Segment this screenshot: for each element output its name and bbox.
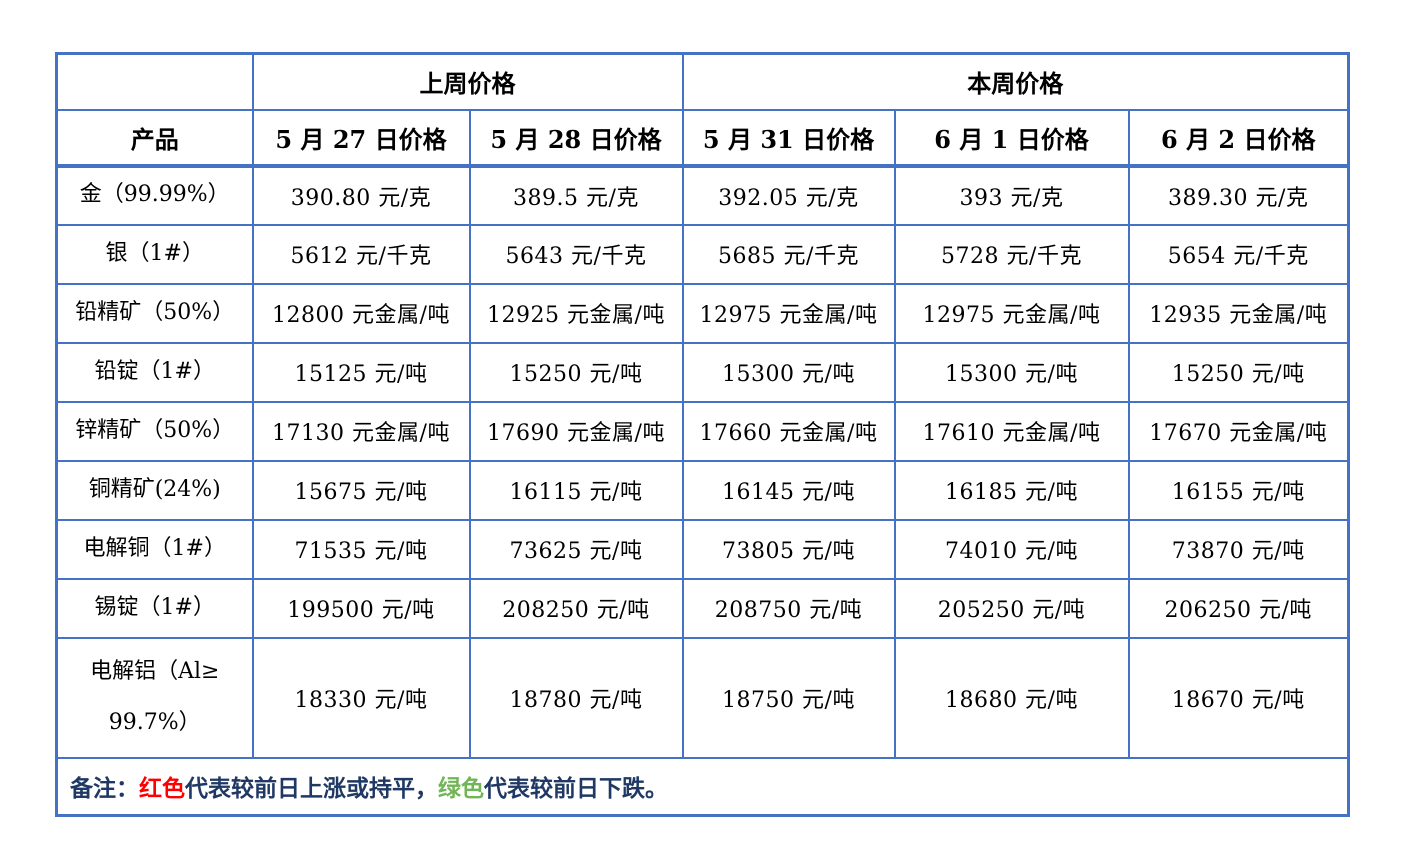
price-cell: 17610 元金属/吨 [893,400,1130,462]
price-cell: 389.30 元/克 [1127,164,1350,226]
price-cell: 71535 元/吨 [251,518,471,580]
row-label: 电解铝（Al≥ 99.7%） [55,636,254,759]
price-cell: 15300 元/吨 [893,341,1130,403]
table-row-zinc-concentrate: 锌精矿（50%） 17130 元金属/吨 17690 元金属/吨 17660 元… [55,400,1350,462]
table-row-electrolytic-copper: 电解铜（1#） 71535 元/吨 73625 元/吨 73805 元/吨 74… [55,518,1350,580]
price-cell: 199500 元/吨 [251,577,471,639]
price-cell: 5654 元/千克 [1127,223,1350,285]
price-cell: 17670 元金属/吨 [1127,400,1350,462]
row-label: 银（1#） [55,223,254,285]
table-row-lead-ingot: 铅锭（1#） 15125 元/吨 15250 元/吨 15300 元/吨 153… [55,341,1350,403]
price-cell: 12935 元金属/吨 [1127,282,1350,344]
group-header-row: 上周价格 本周价格 [55,52,1350,111]
metal-price-table: 上周价格 本周价格 产品 5 月 27 日价格 5 月 28 日价格 5 月 3… [55,52,1350,817]
table-row-electrolytic-aluminum: 电解铝（Al≥ 99.7%） 18330 元/吨 18780 元/吨 18750… [55,636,1350,759]
price-cell: 5643 元/千克 [468,223,684,285]
price-cell: 15125 元/吨 [251,341,471,403]
price-cell: 74010 元/吨 [893,518,1130,580]
note-row: 备注：红色代表较前日上涨或持平，绿色代表较前日下跌。 [55,756,1350,817]
note-red-meaning: 代表较前日上涨或持平， [185,775,438,803]
price-cell: 392.05 元/克 [681,164,896,226]
price-cell: 17660 元金属/吨 [681,400,896,462]
row-label: 铅锭（1#） [55,341,254,403]
column-header-product: 产品 [55,108,254,168]
price-cell: 16185 元/吨 [893,459,1130,521]
price-cell: 18750 元/吨 [681,636,896,759]
table-row-gold: 金（99.99%） 390.80 元/克 389.5 元/克 392.05 元/… [55,164,1350,226]
row-label: 金（99.99%） [55,164,254,226]
price-cell: 17130 元金属/吨 [251,400,471,462]
note-prefix: 备注： [70,775,139,803]
row-label: 铜精矿(24%) [55,459,254,521]
price-cell: 73870 元/吨 [1127,518,1350,580]
price-cell: 12975 元金属/吨 [681,282,896,344]
column-header-may28: 5 月 28 日价格 [468,108,684,168]
note-red-word: 红色 [139,775,185,803]
price-cell: 208750 元/吨 [681,577,896,639]
corner-cell [55,52,254,111]
price-cell: 16115 元/吨 [468,459,684,521]
price-cell: 12925 元金属/吨 [468,282,684,344]
note-cell: 备注：红色代表较前日上涨或持平，绿色代表较前日下跌。 [55,756,1350,817]
price-cell: 18680 元/吨 [893,636,1130,759]
row-label: 电解铜（1#） [55,518,254,580]
price-cell: 12975 元金属/吨 [893,282,1130,344]
price-cell: 208250 元/吨 [468,577,684,639]
column-header-jun2: 6 月 2 日价格 [1127,108,1350,168]
price-cell: 206250 元/吨 [1127,577,1350,639]
price-cell: 15250 元/吨 [1127,341,1350,403]
table-row-copper-concentrate: 铜精矿(24%) 15675 元/吨 16115 元/吨 16145 元/吨 1… [55,459,1350,521]
row-label: 锡锭（1#） [55,577,254,639]
price-cell: 15675 元/吨 [251,459,471,521]
group-header-this-week: 本周价格 [681,52,1350,111]
group-header-last-week: 上周价格 [251,52,684,111]
price-cell: 17690 元金属/吨 [468,400,684,462]
price-cell: 18330 元/吨 [251,636,471,759]
column-header-jun1: 6 月 1 日价格 [893,108,1130,168]
price-cell: 5612 元/千克 [251,223,471,285]
price-cell: 205250 元/吨 [893,577,1130,639]
price-cell: 5685 元/千克 [681,223,896,285]
price-cell: 16145 元/吨 [681,459,896,521]
row-label: 铅精矿（50%） [55,282,254,344]
price-cell: 73625 元/吨 [468,518,684,580]
table-row-tin-ingot: 锡锭（1#） 199500 元/吨 208250 元/吨 208750 元/吨 … [55,577,1350,639]
column-header-may31: 5 月 31 日价格 [681,108,896,168]
price-cell: 393 元/克 [893,164,1130,226]
price-cell: 390.80 元/克 [251,164,471,226]
column-header-may27: 5 月 27 日价格 [251,108,471,168]
price-cell: 73805 元/吨 [681,518,896,580]
price-cell: 16155 元/吨 [1127,459,1350,521]
price-cell: 389.5 元/克 [468,164,684,226]
price-cell: 18780 元/吨 [468,636,684,759]
price-cell: 15300 元/吨 [681,341,896,403]
price-cell: 12800 元金属/吨 [251,282,471,344]
table-row-silver: 银（1#） 5612 元/千克 5643 元/千克 5685 元/千克 5728… [55,223,1350,285]
price-cell: 5728 元/千克 [893,223,1130,285]
price-cell: 18670 元/吨 [1127,636,1350,759]
row-label: 锌精矿（50%） [55,400,254,462]
note-green-word: 绿色 [438,775,484,803]
note-green-meaning: 代表较前日下跌。 [484,775,668,803]
column-header-row: 产品 5 月 27 日价格 5 月 28 日价格 5 月 31 日价格 6 月 … [55,108,1350,168]
price-cell: 15250 元/吨 [468,341,684,403]
table-row-lead-concentrate: 铅精矿（50%） 12800 元金属/吨 12925 元金属/吨 12975 元… [55,282,1350,344]
